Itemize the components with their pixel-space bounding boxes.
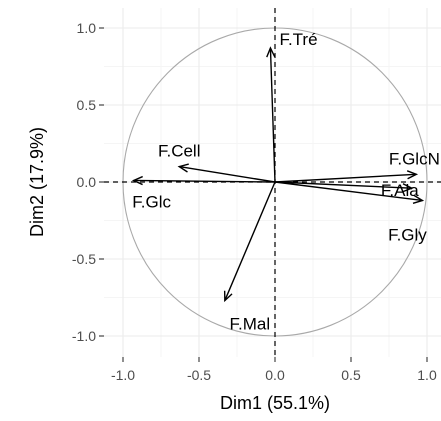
arrow-head: [223, 290, 233, 303]
x-tick-label: -0.5: [187, 367, 211, 383]
arrow-head: [177, 163, 189, 173]
y-tick-label: 0.0: [77, 174, 97, 190]
arrow-head: [131, 175, 143, 186]
label-f-mal: F.Mal: [230, 315, 271, 334]
arrow-f-glcn: [274, 170, 419, 183]
label-f-glcn: F.GlcN: [389, 149, 440, 168]
arrow-f-cell: [177, 163, 276, 183]
arrow-shaft: [179, 165, 276, 183]
arrow-shaft: [274, 173, 417, 183]
arrow-f-mal: [223, 181, 276, 303]
y-tick-label: -1.0: [72, 328, 96, 344]
x-tick-label: 0.5: [341, 367, 361, 383]
arrow-head: [266, 46, 276, 58]
variable-labels: F.Tré F.Cell F.GlcN F.Glc F.Ala F.Gly F.Mal: [132, 30, 440, 334]
y-tick-label: -0.5: [72, 251, 96, 267]
axes: -1.0 -0.5 0.0 0.5 1.0 -1.0 -0.5 0.0 0.5 1.0: [72, 20, 437, 383]
arrow-head: [412, 194, 425, 205]
arrow-head: [402, 183, 414, 193]
arrow-f-ala: [274, 181, 414, 193]
label-f-cell: F.Cell: [158, 142, 201, 161]
label-f-tr-: F.Tré: [279, 30, 317, 49]
arrow-f-tr-: [266, 46, 276, 183]
x-tick-label: 1.0: [417, 367, 437, 383]
x-axis-title: Dim1 (55.1%): [220, 393, 330, 413]
label-f-ala: F.Ala: [381, 181, 419, 200]
arrow-f-gly: [274, 181, 425, 205]
arrow-shaft: [274, 181, 412, 189]
arrow-head: [406, 170, 419, 180]
x-tick-label: 0.0: [265, 367, 285, 383]
arrow-shaft: [274, 181, 423, 202]
arrow-f-glc: [131, 175, 276, 186]
arrow-shaft: [224, 181, 276, 301]
x-tick-label: -1.0: [111, 367, 135, 383]
y-tick-label: 1.0: [77, 20, 97, 36]
y-axis-title: Dim2 (17.9%): [27, 127, 47, 237]
arrow-shaft: [269, 47, 276, 183]
label-f-gly: F.Gly: [388, 225, 427, 244]
y-tick-label: 0.5: [77, 97, 97, 113]
label-f-glc: F.Glc: [132, 192, 171, 211]
variable-arrows: [131, 46, 425, 303]
arrow-shaft: [133, 179, 276, 183]
